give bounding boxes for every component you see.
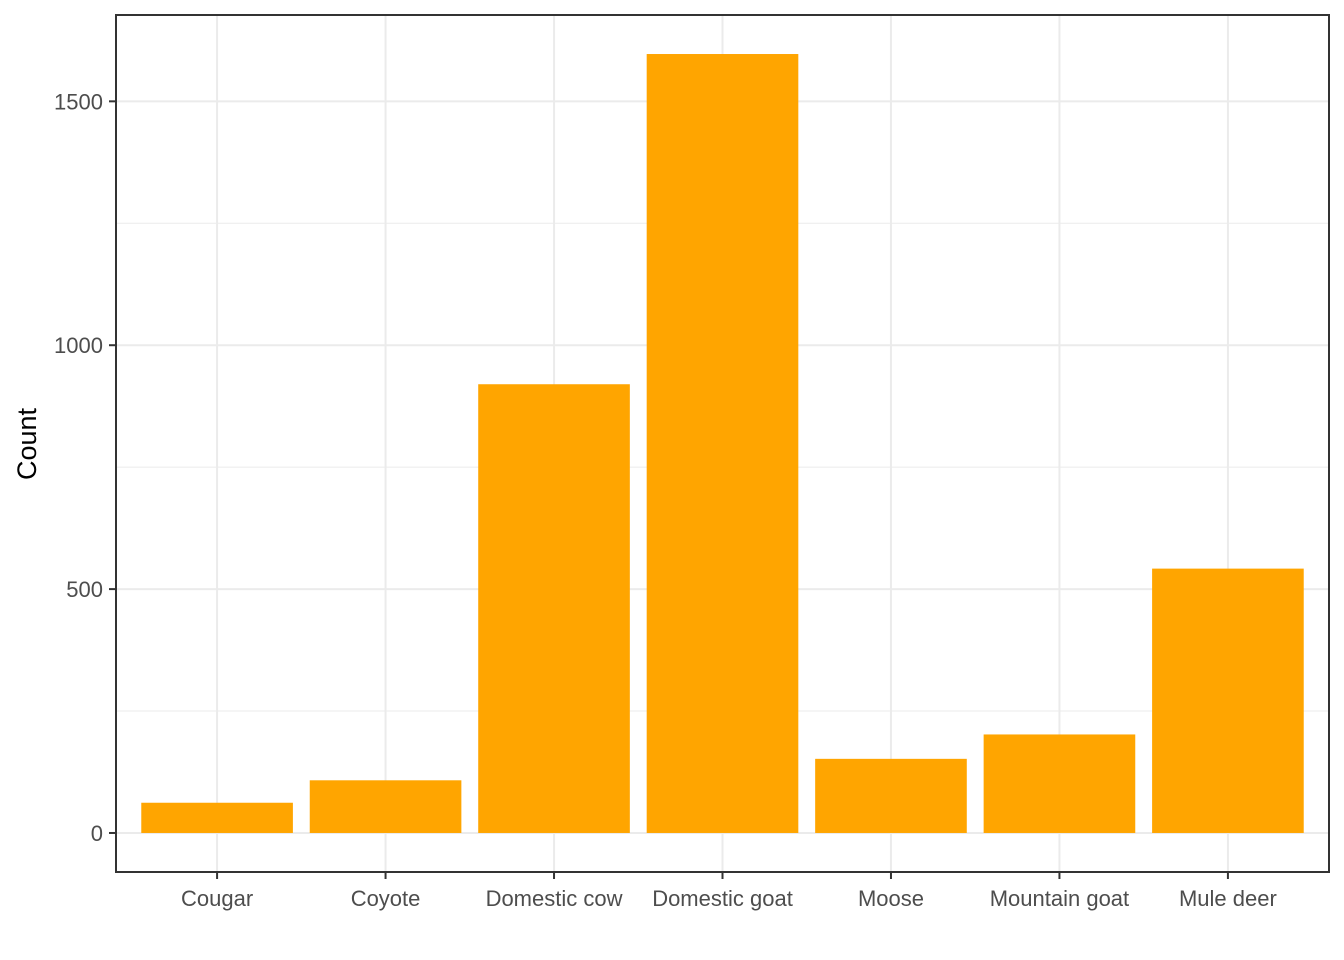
plot-panel: 0 500 1000 1500 Cougar Coyote Domestic cow Dome… <box>54 14 1330 911</box>
x-tick-label: Cougar <box>181 886 253 911</box>
x-tick-label: Mountain goat <box>990 886 1129 911</box>
bar-mountain-goat <box>983 734 1136 833</box>
y-tick-label: 500 <box>66 577 103 602</box>
y-tick-label: 0 <box>91 821 103 846</box>
x-tick-label: Moose <box>858 886 924 911</box>
bar-mule-deer <box>1152 568 1304 833</box>
x-tick-label: Domestic goat <box>652 886 793 911</box>
y-axis-title: Count <box>12 407 42 480</box>
bar-cougar <box>141 802 293 833</box>
bar-moose <box>815 758 967 833</box>
x-tick-label: Domestic cow <box>486 886 623 911</box>
y-tick-label: 1500 <box>54 89 103 114</box>
x-tick-label: Mule deer <box>1179 886 1277 911</box>
bar-domestic-cow <box>478 384 630 833</box>
x-tick-label: Coyote <box>351 886 421 911</box>
bar-domestic-goat <box>646 54 799 833</box>
bar-coyote <box>309 780 462 833</box>
y-tick-label: 1000 <box>54 333 103 358</box>
